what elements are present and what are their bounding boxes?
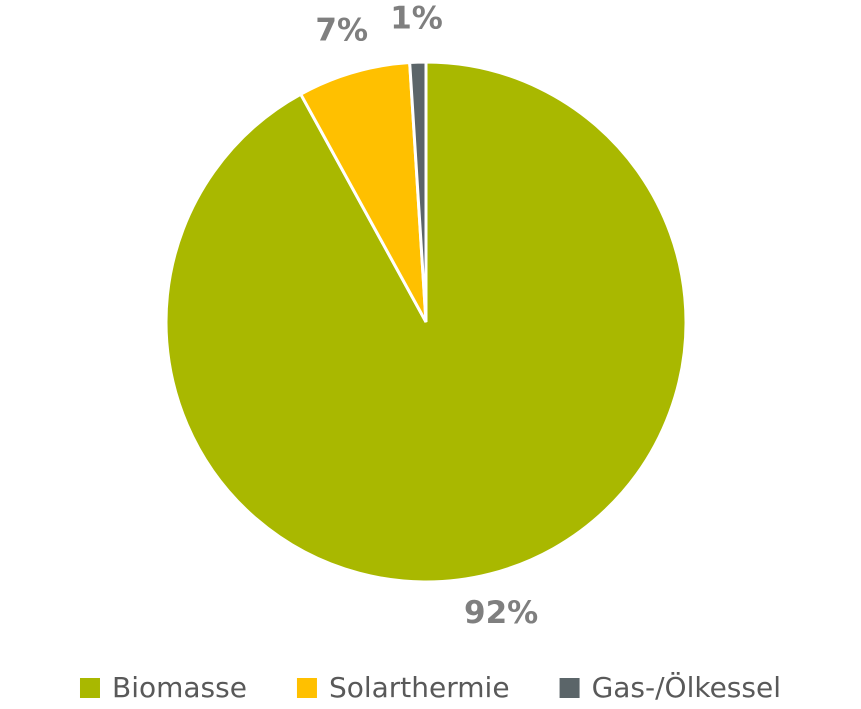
pie-slice	[408, 60, 428, 323]
legend-label: Solarthermie	[329, 671, 510, 704]
data-label: 7%	[315, 12, 368, 48]
data-label: 92%	[464, 595, 538, 631]
pie-slice	[298, 60, 428, 323]
legend-label: Biomasse	[112, 671, 247, 704]
legend-label: Gas-/Ölkessel	[592, 670, 781, 704]
legend-swatch	[79, 678, 100, 698]
data-label: 1%	[390, 1, 443, 37]
legend-swatch	[559, 678, 580, 698]
legend-swatch	[296, 678, 317, 698]
